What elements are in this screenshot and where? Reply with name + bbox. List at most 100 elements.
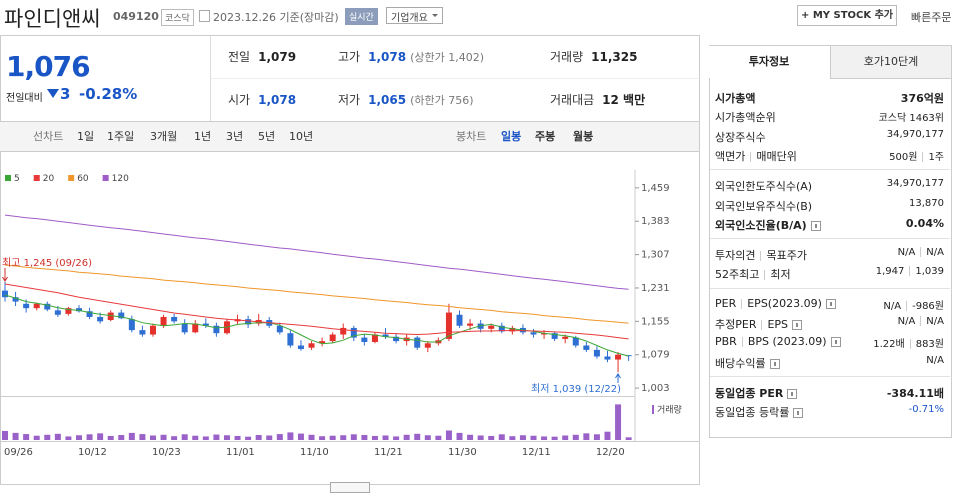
volume-bar <box>361 435 368 440</box>
help-icon[interactable] <box>792 320 803 330</box>
candle-body <box>329 334 336 342</box>
volume-divider <box>0 396 635 397</box>
volume-bar <box>308 434 315 440</box>
ma-line <box>4 283 629 340</box>
realtime-button[interactable]: 실시간 <box>345 8 378 25</box>
help-icon[interactable] <box>769 358 780 369</box>
separator <box>741 298 743 309</box>
candle-body <box>414 337 421 348</box>
info-value: 13,870 <box>715 198 944 209</box>
label-part: 투자의견 <box>715 249 756 263</box>
info-label: PBR BPS (2023.09) <box>715 335 841 348</box>
info-label: 52주최고 최저 <box>715 266 791 282</box>
quick-order[interactable]: 빠른주문 <box>911 11 952 24</box>
candle-body <box>276 325 283 333</box>
candle-body <box>297 345 304 350</box>
market-badge: 코스닥 <box>161 9 194 26</box>
value-part: N/A <box>926 316 944 327</box>
label-part: 외국인한도주식수(A) <box>715 180 813 194</box>
candle-body <box>393 336 400 342</box>
volume-bar <box>541 436 548 440</box>
period-tab[interactable]: 주봉 <box>535 130 556 143</box>
ma-line <box>4 214 629 290</box>
candle-body <box>75 308 82 312</box>
info-label: 동일업종 등락률 <box>715 404 804 420</box>
summary-label: 시가 <box>228 93 251 107</box>
info-label: 투자의견 목표주가 <box>715 247 807 263</box>
period-tab[interactable]: 일봉 <box>501 130 522 143</box>
volume-bar <box>445 430 452 440</box>
value-part: 0.04% <box>905 216 944 230</box>
candle-body <box>498 325 505 332</box>
candle-body <box>382 334 389 337</box>
candle-body <box>615 354 622 360</box>
help-icon[interactable] <box>825 298 836 309</box>
legend-label: 120 <box>112 174 129 184</box>
volume-bar <box>160 434 167 440</box>
summary-value: 11,325 <box>591 50 638 64</box>
mystock-button[interactable]: + MY STOCK 추가 <box>797 5 897 26</box>
volume-bar <box>276 434 283 440</box>
value-part: N/A <box>926 247 944 259</box>
collapse-button[interactable] <box>330 482 370 493</box>
info-value: -0.71% <box>715 404 944 415</box>
tab-label: 봉차트 <box>456 130 487 143</box>
candle-body <box>181 323 188 333</box>
period-tab[interactable]: 1년 <box>194 130 212 143</box>
current-price: 1,076 <box>6 50 91 83</box>
volume-bar <box>192 435 199 440</box>
candle-body <box>149 325 156 335</box>
period-tab[interactable]: 3년 <box>226 130 244 143</box>
label-part: 최저 <box>770 268 791 282</box>
help-icon[interactable] <box>810 220 821 231</box>
period-tab[interactable]: 1일 <box>77 130 95 143</box>
info-value: 1.22배 883원 <box>715 335 944 350</box>
separator <box>920 247 922 258</box>
volume-bar <box>477 435 484 440</box>
x-tick-label: 11/01 <box>226 447 255 458</box>
summary-cell: 전일 1,079 <box>228 48 296 65</box>
volume-bar <box>562 435 569 440</box>
separator <box>750 151 752 162</box>
info-value: 34,970,177 <box>715 129 944 140</box>
y-tick-label: 1,155 <box>641 316 670 327</box>
value-part: 1주 <box>928 151 944 163</box>
separator <box>922 151 924 162</box>
value-part: 13,870 <box>909 197 944 209</box>
separator <box>760 251 762 262</box>
candle-body <box>107 312 114 321</box>
legend-label: 5 <box>14 174 20 184</box>
label-part: 동일업종 PER <box>715 386 784 400</box>
info-label: 외국인보유주식수(B) <box>715 198 812 214</box>
info-value: 0.04% <box>715 217 944 230</box>
label-part: 목표주가 <box>766 249 807 263</box>
volume-bar <box>44 434 51 440</box>
volume-bar <box>350 434 357 440</box>
period-tab[interactable]: 10년 <box>289 130 314 143</box>
change-percent: -0.28% <box>79 85 138 103</box>
volume-bar <box>75 435 82 440</box>
period-tab[interactable]: 5년 <box>258 130 276 143</box>
help-icon[interactable] <box>793 408 804 419</box>
info-value: 34,970,177 <box>715 178 944 189</box>
info-tab[interactable]: 투자정보 <box>709 46 829 78</box>
help-icon[interactable] <box>787 388 798 399</box>
period-tab[interactable]: 3개월 <box>150 130 178 143</box>
volume-bar <box>572 434 579 440</box>
candle-body <box>160 316 167 326</box>
info-tab[interactable]: 호가10단계 <box>830 46 951 79</box>
label-part: PBR <box>715 335 737 349</box>
group-divider <box>710 287 950 289</box>
volume-bar <box>509 436 516 440</box>
period-tab[interactable]: 1주일 <box>107 130 135 143</box>
overview-button[interactable]: 기업개요 <box>386 7 443 24</box>
y-tick-label: 1,079 <box>641 350 670 361</box>
summary-label: 거래량 <box>550 50 584 64</box>
summary-value: 1,079 <box>258 50 297 64</box>
candle-body <box>128 319 135 331</box>
summary-cell: 거래량 11,325 <box>550 48 637 65</box>
help-icon[interactable] <box>830 337 841 348</box>
period-tab[interactable]: 월봉 <box>573 130 594 143</box>
stock-name: 파인디앤씨 <box>4 7 101 31</box>
